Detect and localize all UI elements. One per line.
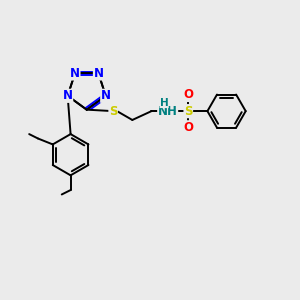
Text: N: N (94, 67, 103, 80)
Text: O: O (183, 88, 193, 101)
Text: S: S (109, 105, 117, 118)
Text: S: S (184, 105, 193, 118)
Text: H: H (160, 98, 169, 108)
Text: N: N (63, 89, 73, 102)
Text: NH: NH (158, 105, 178, 118)
Text: N: N (70, 67, 80, 80)
Text: O: O (183, 121, 193, 134)
Text: N: N (101, 89, 111, 102)
